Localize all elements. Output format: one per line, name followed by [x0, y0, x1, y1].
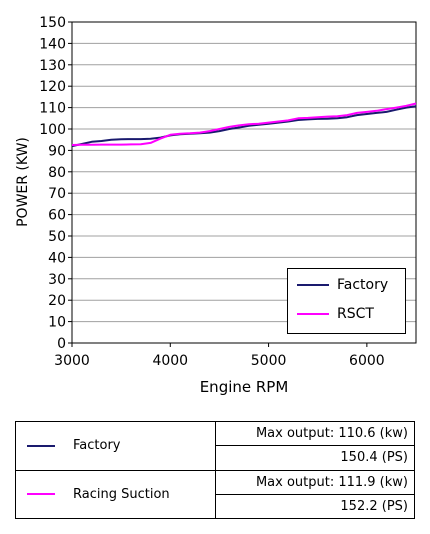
x-tick-label: 5000	[251, 353, 287, 369]
y-tick-labels: 0 10 20 30 40 50 60 70 80 90 100 110 120 130 140 150	[39, 15, 66, 352]
spec-name-cell: Factory	[15, 421, 216, 471]
spec-name-cell: Racing Suction	[15, 469, 216, 519]
grid-lines	[72, 21, 416, 344]
y-tick-label: 100	[39, 122, 66, 138]
series-line-factory	[71, 105, 417, 148]
legend: Factory RSCT	[287, 268, 406, 334]
y-tick-label: 130	[39, 58, 66, 74]
series-line-rsct	[71, 102, 417, 146]
y-tick-label: 40	[48, 250, 66, 266]
legend-label-rsct: RSCT	[337, 306, 374, 322]
y-axis-label: POWER (KW)	[15, 137, 31, 227]
y-tick-label: 70	[48, 186, 66, 202]
y-tick-label: 10	[48, 315, 66, 331]
y-tick-label: 80	[48, 165, 66, 181]
spec-max-output: Max output: 110.6 (kw)	[215, 420, 415, 447]
spec-max-output: Max output: 111.9 (kw)	[215, 469, 415, 495]
chart-axes	[68, 21, 417, 347]
legend-item-rsct: RSCT	[288, 304, 374, 324]
spec-swatch-racing	[27, 493, 55, 496]
y-tick-label: 0	[57, 336, 66, 352]
y-tick-label: 60	[48, 208, 66, 224]
y-tick-label: 140	[39, 36, 66, 52]
spec-swatch-factory	[27, 444, 55, 447]
x-tick-label: 3000	[54, 353, 90, 369]
y-tick-label: 20	[48, 293, 66, 309]
table-row: Factory Max output: 110.6 (kw)	[15, 420, 415, 471]
y-tick-label: 30	[48, 272, 66, 288]
y-tick-label: 110	[39, 101, 66, 117]
spec-table: Factory Max output: 110.6 (kw) 150.4 (PS…	[15, 420, 415, 520]
y-tick-label: 90	[48, 143, 66, 159]
legend-label-factory: Factory	[337, 277, 389, 293]
legend-item-factory: Factory	[288, 275, 388, 295]
x-tick-label: 6000	[349, 353, 385, 369]
spec-ps-value: 150.4 (PS)	[215, 445, 415, 471]
table-row: Racing Suction Max output: 111.9 (kw)	[15, 469, 415, 519]
spec-name-factory: Factory	[73, 438, 121, 454]
y-tick-label: 150	[39, 15, 66, 31]
spec-name-racing: Racing Suction	[73, 486, 170, 502]
table-row: 150.4 (PS)	[16, 445, 415, 471]
legend-swatch-factory	[297, 284, 329, 286]
table-row: 152.2 (PS)	[16, 493, 415, 520]
y-tick-label: 120	[39, 79, 66, 95]
plot-area	[71, 21, 417, 344]
power-chart: 0 10 20 30 40 50 60 70 80 90 100 110 120 130 140 150 30…	[15, 15, 417, 396]
x-tick-labels: 3000 4000 5000 6000	[54, 353, 384, 369]
y-tick-label: 50	[48, 229, 66, 245]
legend-swatch-rsct	[297, 313, 329, 315]
spec-ps-value: 152.2 (PS)	[215, 493, 415, 520]
series-lines	[71, 102, 417, 148]
x-axis-label: Engine RPM	[200, 378, 289, 396]
x-tick-label: 4000	[152, 353, 188, 369]
